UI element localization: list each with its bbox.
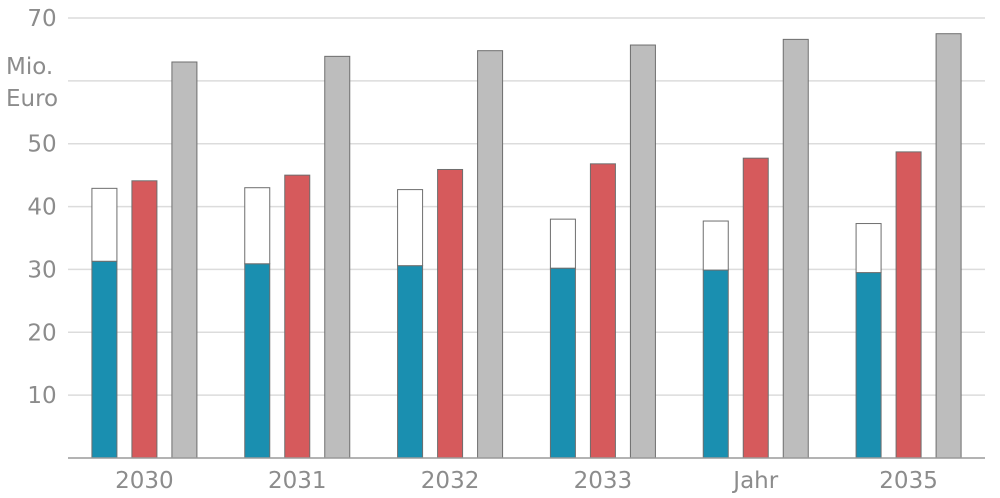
bar-2031-series-1-segment-2 [244, 187, 271, 265]
bar-2031-series-3 [324, 55, 351, 459]
y-tick-label: 40 [27, 195, 56, 221]
bar-2035-series-3 [935, 33, 962, 459]
bar-2030-series-1-segment-2 [91, 187, 118, 262]
bar-2033-series-1-segment-1 [549, 267, 576, 459]
y-tick-label: 20 [27, 320, 56, 346]
x-tick-label: 2033 [574, 468, 633, 494]
bar-2030-series-2 [131, 180, 158, 459]
bar-2032-series-3 [477, 50, 504, 459]
bar-2035-series-1-segment-2 [855, 223, 882, 274]
y-axis-label-line-1: Mio. [6, 54, 53, 80]
x-tick-label: 2031 [268, 468, 327, 494]
bar-2031-series-2 [284, 174, 311, 459]
x-tick-label: 2035 [879, 468, 938, 494]
bar-2032-series-1-segment-2 [397, 189, 424, 267]
bar-Jahr-series-1-segment-1 [702, 269, 729, 459]
bar-2030-series-1-segment-1 [91, 260, 118, 459]
x-tick-label: Jahr [731, 468, 778, 494]
y-axis-label-line-2: Euro [6, 86, 58, 112]
bar-2032-series-2 [437, 168, 464, 459]
bar-2033-series-1-segment-2 [549, 218, 576, 269]
bar-Jahr-series-1-segment-2 [702, 220, 729, 271]
bar-Jahr-series-3 [782, 38, 809, 459]
y-tick-label: 50 [27, 132, 56, 158]
bar-2031-series-1-segment-1 [244, 263, 271, 459]
y-tick-label: 70 [27, 6, 56, 32]
x-tick-label: 2030 [115, 468, 174, 494]
grid-layer [68, 17, 985, 396]
bar-2032-series-1-segment-1 [397, 265, 424, 459]
bar-2035-series-2 [895, 151, 922, 459]
bar-2033-series-3 [629, 44, 656, 459]
bar-2033-series-2 [589, 163, 616, 459]
bar-layer [91, 33, 962, 459]
x-tick-label: 2032 [421, 468, 480, 494]
bar-2030-series-3 [171, 61, 198, 459]
bar-2035-series-1-segment-1 [855, 272, 882, 459]
y-axis-label: Mio. Euro [6, 54, 58, 112]
bar-Jahr-series-2 [742, 157, 769, 459]
y-tick-label: 30 [27, 257, 56, 283]
y-tick-label: 10 [27, 383, 56, 409]
